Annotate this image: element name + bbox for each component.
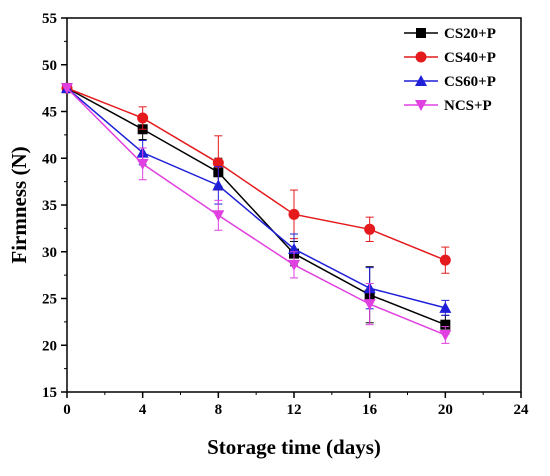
series-line [66, 87, 446, 261]
legend-item: CS40+P [404, 50, 496, 66]
legend: CS20+P CS40+P CS60+P NCS+P [404, 26, 496, 114]
y-tick-label: 40 [42, 151, 57, 167]
series-cs20-p [62, 83, 451, 335]
legend-item: CS20+P [404, 26, 496, 42]
x-tick-label: 8 [215, 402, 223, 418]
data-point [439, 254, 451, 266]
y-tick-label: 30 [42, 245, 57, 261]
legend-marker [415, 75, 427, 86]
x-tick-label: 0 [63, 402, 71, 418]
y-tick-label: 20 [42, 338, 57, 354]
legend-label: CS40+P [444, 50, 496, 66]
data-point [212, 179, 225, 191]
legend-item: NCS+P [404, 98, 492, 114]
data-point [363, 299, 376, 311]
x-tick-label: 16 [362, 402, 378, 418]
series-line [66, 87, 446, 336]
data-point [212, 210, 225, 222]
y-tick-label: 45 [42, 105, 57, 121]
data-point [364, 223, 376, 235]
y-tick-label: 25 [42, 292, 57, 308]
data-point [136, 158, 149, 170]
data-point [212, 157, 224, 169]
data-point [288, 259, 300, 271]
legend-label: CS20+P [444, 26, 496, 42]
data-point [440, 319, 451, 330]
data-point [439, 301, 452, 313]
legend-item: CS60+P [404, 74, 496, 90]
x-tick-label: 12 [287, 402, 302, 418]
series-line [66, 87, 446, 326]
data-point [288, 208, 300, 220]
series-cs40-p [61, 82, 451, 274]
y-axis-title: Firmness (N) [7, 146, 31, 263]
y-tick-label: 55 [42, 11, 57, 27]
series-line [66, 87, 446, 309]
x-tick-label: 20 [438, 402, 453, 418]
y-tick-label: 35 [42, 198, 57, 214]
legend-marker [416, 28, 426, 38]
data-point [61, 83, 73, 95]
x-axis-title: Storage time (days) [207, 435, 381, 459]
x-tick-label: 4 [139, 402, 147, 418]
y-tick-label: 15 [42, 385, 57, 401]
legend-marker [415, 51, 427, 63]
y-tick-label: 50 [42, 58, 57, 74]
data-point [137, 112, 149, 124]
data-point [439, 329, 452, 341]
series-layer [61, 82, 452, 344]
series-ncs-p [61, 83, 452, 344]
legend-label: CS60+P [444, 74, 496, 90]
axis-ticks: 0 4 8 12 16 20 24 15 20 25 30 35 40 45 50 55 [42, 11, 529, 418]
legend-label: NCS+P [444, 98, 492, 114]
data-point [288, 242, 300, 254]
legend-marker [415, 100, 427, 111]
x-tick-label: 24 [514, 402, 530, 418]
